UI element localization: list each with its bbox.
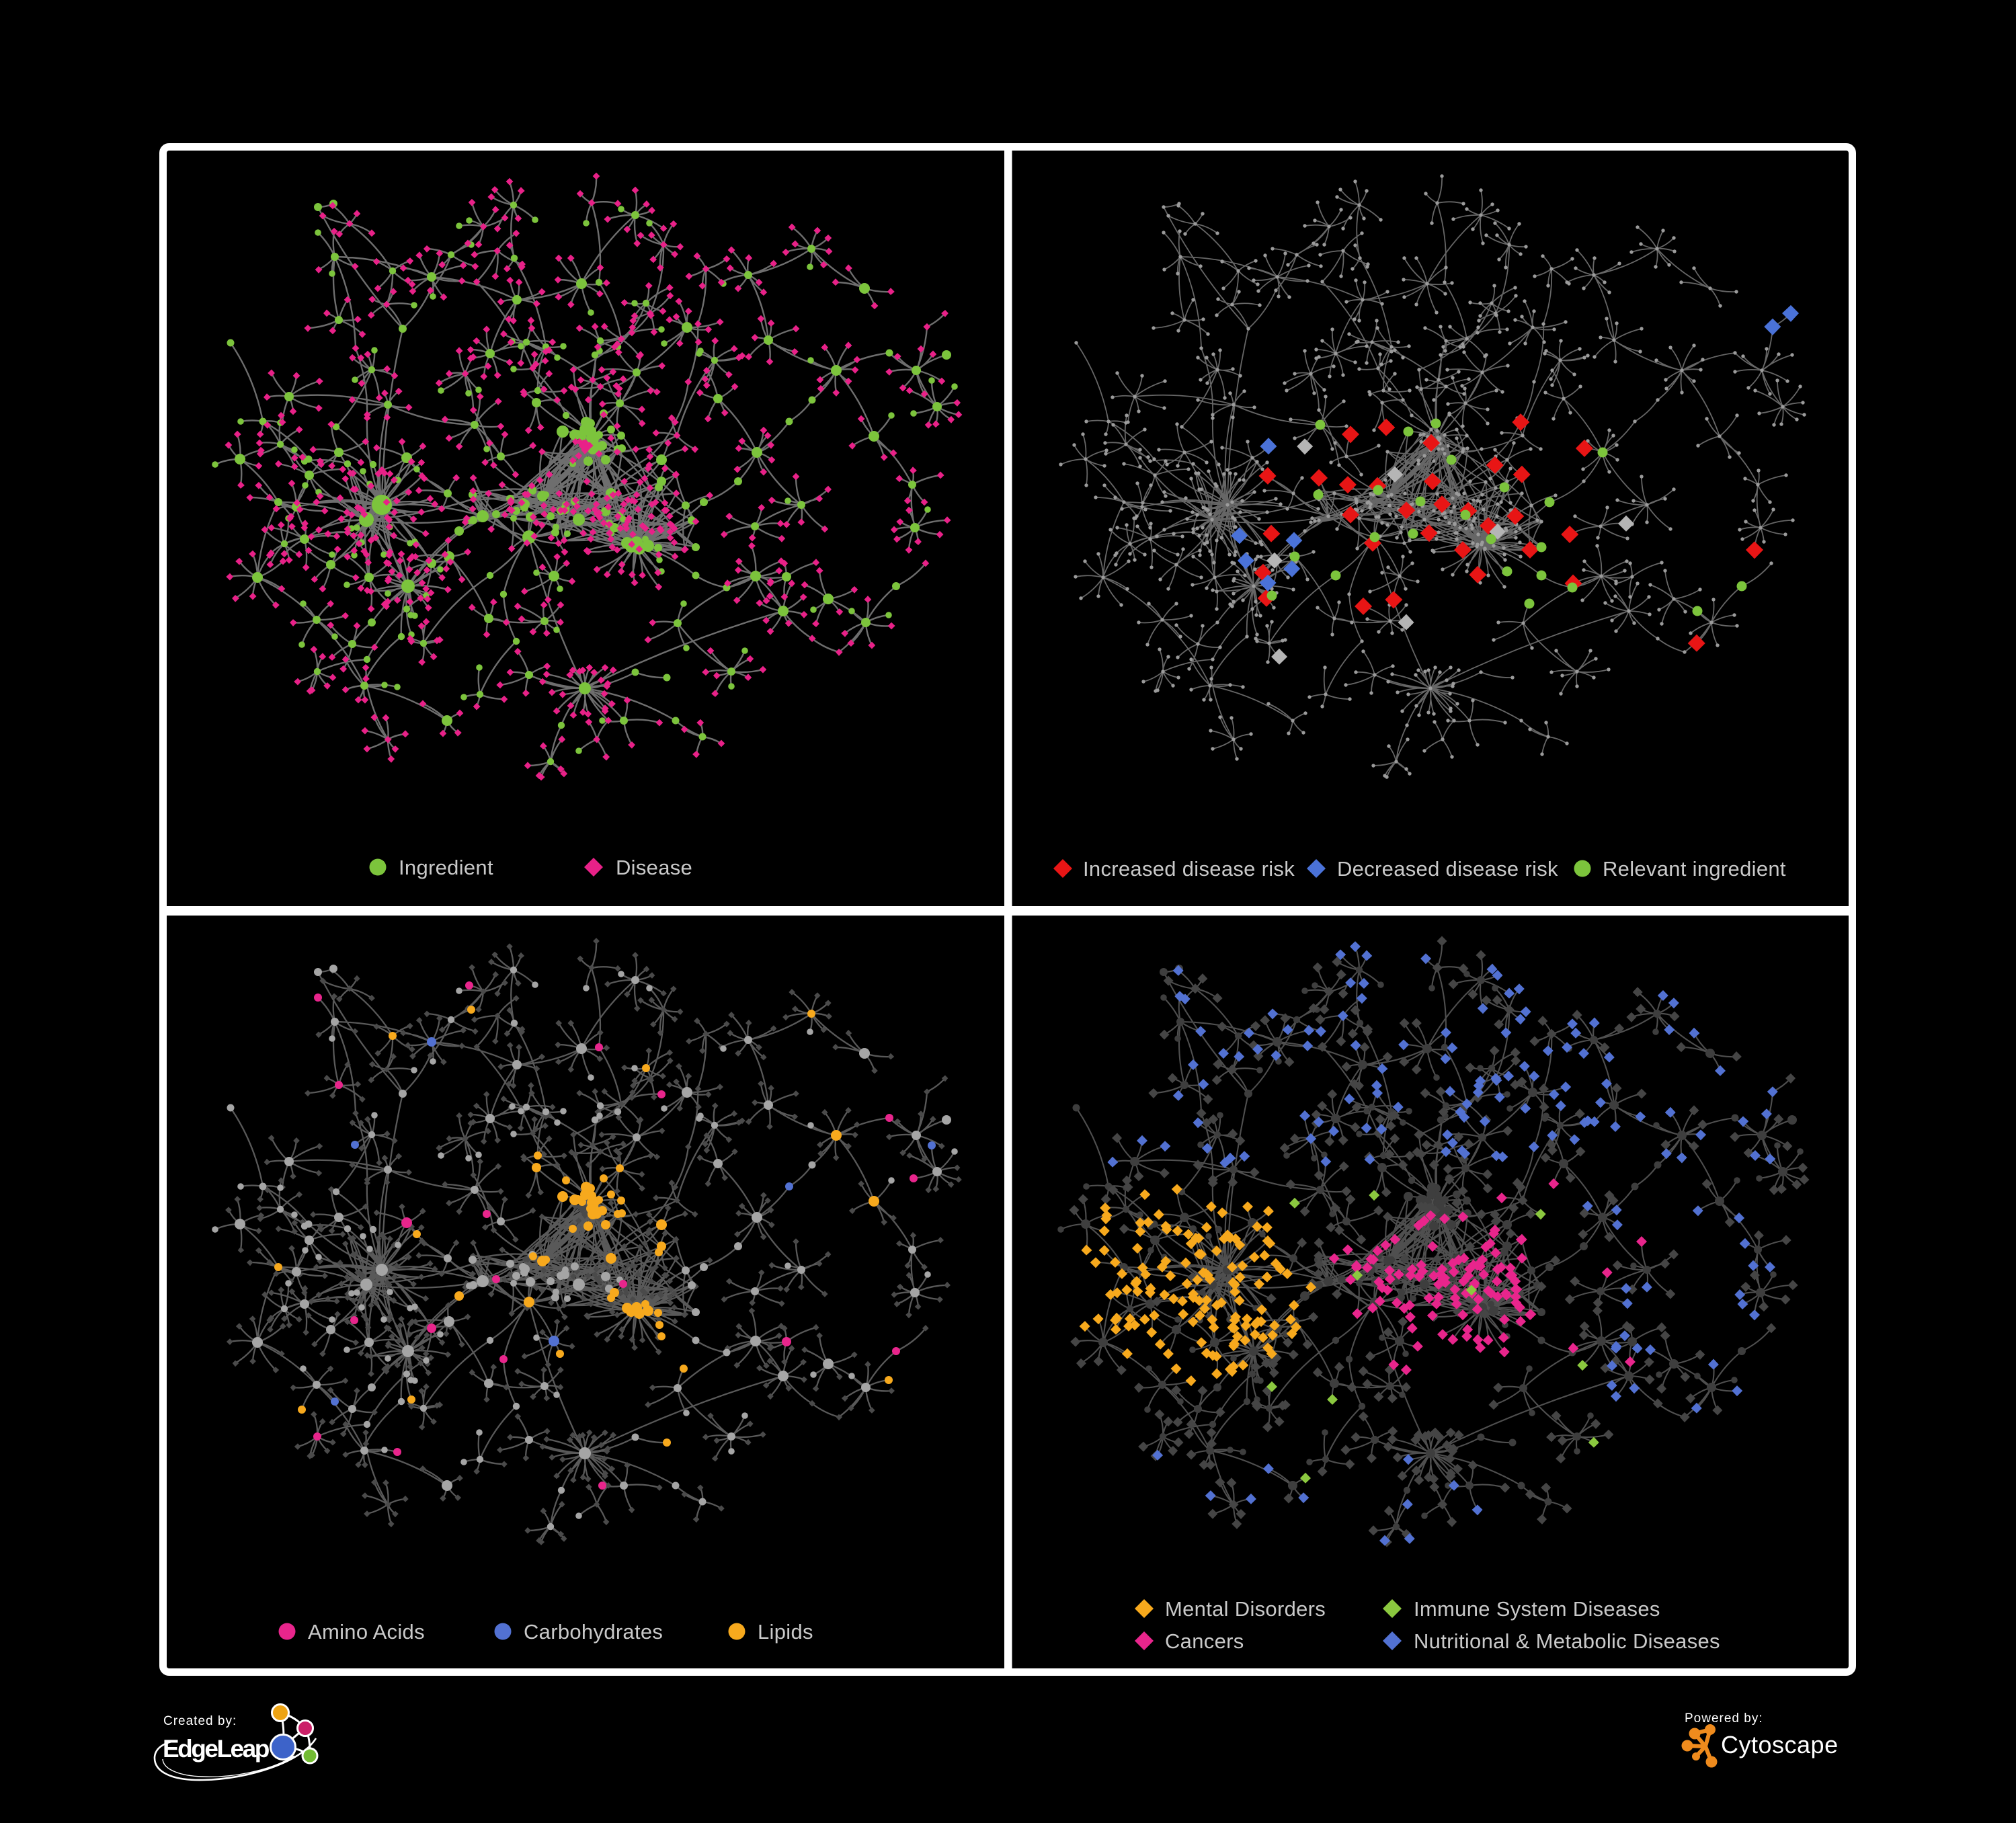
svg-text:Amino Acids: Amino Acids <box>308 1620 425 1644</box>
svg-text:Increased disease risk: Increased disease risk <box>1083 857 1295 881</box>
svg-text:Disease: Disease <box>616 856 692 879</box>
svg-text:Powered by:: Powered by: <box>1685 1711 1763 1726</box>
svg-text:Ingredient: Ingredient <box>399 856 493 879</box>
svg-text:Lipids: Lipids <box>758 1620 813 1644</box>
svg-text:Created by:: Created by: <box>163 1714 237 1728</box>
svg-text:Cancers: Cancers <box>1165 1629 1244 1653</box>
svg-text:Carbohydrates: Carbohydrates <box>524 1620 663 1644</box>
svg-text:Relevant ingredient: Relevant ingredient <box>1603 857 1786 881</box>
svg-text:Decreased disease risk: Decreased disease risk <box>1337 857 1558 881</box>
svg-text:Cytoscape: Cytoscape <box>1721 1731 1839 1758</box>
svg-text:Nutritional & Metabolic Diseas: Nutritional & Metabolic Diseases <box>1414 1629 1720 1653</box>
svg-text:Mental Disorders: Mental Disorders <box>1165 1597 1326 1621</box>
svg-text:Immune System Diseases: Immune System Diseases <box>1414 1597 1660 1621</box>
svg-text:EdgeLeap: EdgeLeap <box>163 1735 270 1763</box>
